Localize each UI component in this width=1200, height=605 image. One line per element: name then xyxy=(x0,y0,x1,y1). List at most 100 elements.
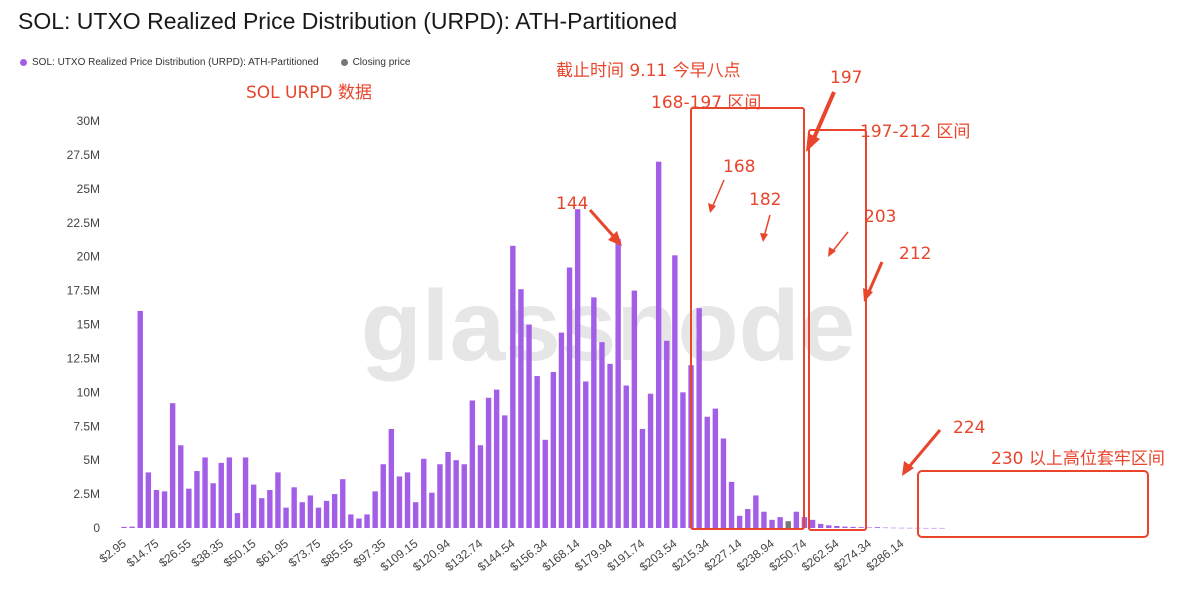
bar[interactable] xyxy=(380,464,386,528)
bar[interactable] xyxy=(898,527,905,529)
bar[interactable] xyxy=(259,498,265,528)
bar[interactable] xyxy=(866,527,872,528)
bar[interactable] xyxy=(145,472,152,528)
bar[interactable] xyxy=(250,484,257,528)
bar[interactable] xyxy=(429,492,435,528)
bar[interactable] xyxy=(137,310,143,528)
bar[interactable] xyxy=(315,507,322,528)
bar[interactable] xyxy=(583,381,589,528)
bar[interactable] xyxy=(542,439,548,528)
bar[interactable] xyxy=(639,428,646,528)
bar[interactable] xyxy=(534,376,540,528)
bar[interactable] xyxy=(931,527,937,529)
bar[interactable] xyxy=(769,519,775,528)
bar[interactable] xyxy=(826,525,832,528)
bar[interactable] xyxy=(793,511,800,528)
bar[interactable] xyxy=(364,514,370,528)
bar[interactable] xyxy=(299,502,305,528)
bar[interactable] xyxy=(907,527,913,529)
bar[interactable] xyxy=(469,400,476,528)
closing-price-bar[interactable] xyxy=(785,521,791,528)
bar[interactable] xyxy=(631,290,638,528)
bar[interactable] xyxy=(372,491,378,528)
bar[interactable] xyxy=(331,494,338,528)
bar[interactable] xyxy=(518,289,524,528)
bar[interactable] xyxy=(858,527,864,528)
bar[interactable] xyxy=(404,472,411,528)
bar[interactable] xyxy=(850,526,856,528)
bar[interactable] xyxy=(178,445,184,528)
bar[interactable] xyxy=(777,517,783,528)
bar[interactable] xyxy=(493,389,500,528)
bar[interactable] xyxy=(890,527,897,529)
bar[interactable] xyxy=(720,438,727,528)
bar[interactable] xyxy=(226,457,233,528)
bar[interactable] xyxy=(882,527,889,529)
bar[interactable] xyxy=(242,457,249,528)
bar[interactable] xyxy=(161,491,168,528)
bar[interactable] xyxy=(599,342,605,528)
bar[interactable] xyxy=(129,526,135,528)
bar[interactable] xyxy=(283,507,289,528)
bar[interactable] xyxy=(745,509,751,528)
bar[interactable] xyxy=(817,523,824,528)
bar[interactable] xyxy=(121,526,127,528)
bar[interactable] xyxy=(664,340,670,528)
bar[interactable] xyxy=(356,518,362,529)
bar[interactable] xyxy=(728,481,735,528)
bar[interactable] xyxy=(202,457,208,528)
bar[interactable] xyxy=(307,495,314,528)
bar[interactable] xyxy=(696,308,702,528)
bar[interactable] xyxy=(761,511,767,528)
bar[interactable] xyxy=(461,464,467,528)
bar[interactable] xyxy=(623,385,629,528)
bar[interactable] xyxy=(574,209,581,528)
bar[interactable] xyxy=(647,393,654,528)
bar[interactable] xyxy=(874,527,881,528)
bar[interactable] xyxy=(485,397,492,528)
bar[interactable] xyxy=(234,513,241,528)
bar[interactable] xyxy=(388,428,395,528)
legend-item-closing[interactable]: Closing price xyxy=(340,57,410,68)
bar[interactable] xyxy=(477,445,484,528)
bar[interactable] xyxy=(291,487,297,528)
bar[interactable] xyxy=(558,332,565,528)
bar[interactable] xyxy=(445,452,451,528)
bar[interactable] xyxy=(809,519,816,528)
bar[interactable] xyxy=(348,514,354,528)
bar[interactable] xyxy=(672,255,678,528)
bar[interactable] xyxy=(704,416,710,528)
bar[interactable] xyxy=(939,527,945,529)
bar[interactable] xyxy=(834,525,840,528)
bar[interactable] xyxy=(566,267,573,528)
bar[interactable] xyxy=(842,526,848,528)
bar[interactable] xyxy=(267,490,273,528)
bar[interactable] xyxy=(421,458,427,528)
bar[interactable] xyxy=(502,415,508,528)
bar[interactable] xyxy=(153,490,160,528)
bar[interactable] xyxy=(169,403,176,528)
bar[interactable] xyxy=(655,161,662,528)
bar[interactable] xyxy=(194,471,200,528)
bar[interactable] xyxy=(396,476,403,528)
bar[interactable] xyxy=(437,464,443,528)
bar[interactable] xyxy=(323,500,330,528)
bar[interactable] xyxy=(550,371,557,528)
bar[interactable] xyxy=(186,488,192,528)
bar[interactable] xyxy=(753,495,759,528)
bar[interactable] xyxy=(680,392,686,528)
bar[interactable] xyxy=(526,324,532,529)
bar[interactable] xyxy=(510,245,516,528)
bar[interactable] xyxy=(736,515,743,528)
bar[interactable] xyxy=(712,408,719,528)
bar[interactable] xyxy=(615,239,621,528)
bar[interactable] xyxy=(340,479,346,528)
legend-item-urpd[interactable]: SOL: UTXO Realized Price Distribution (U… xyxy=(20,57,319,68)
bar[interactable] xyxy=(607,363,613,528)
bar[interactable] xyxy=(210,483,216,528)
bar[interactable] xyxy=(218,462,224,528)
bar[interactable] xyxy=(453,460,459,528)
bar[interactable] xyxy=(923,527,929,529)
bar[interactable] xyxy=(275,472,281,528)
bar[interactable] xyxy=(412,502,419,528)
